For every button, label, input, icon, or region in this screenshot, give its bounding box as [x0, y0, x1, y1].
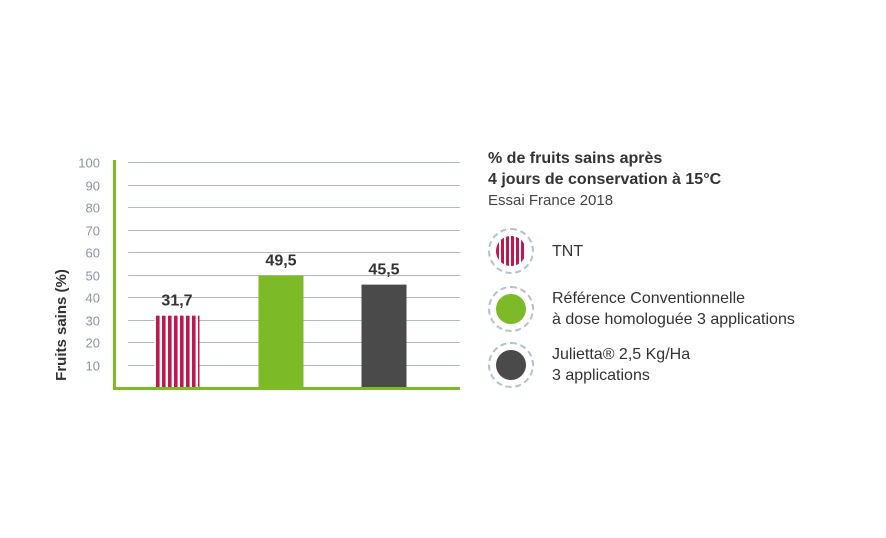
- chart-subtitle: Essai France 2018: [488, 192, 614, 209]
- striped-swatch-icon: [496, 236, 526, 266]
- bar-value-label: 45,5: [368, 262, 399, 279]
- bar: [361, 284, 407, 387]
- legend-label-line-1: Julietta® 2,5 Kg/Ha: [552, 346, 691, 363]
- legend-swatch-ring: [488, 342, 534, 388]
- legend-label-line-1: Référence Conventionnelle: [552, 290, 746, 307]
- legend-swatch-ring: [488, 286, 534, 332]
- y-tick-label: 80: [86, 201, 100, 216]
- chart-title-line-1: % de fruits sains après: [488, 150, 663, 167]
- legend-swatch-ring: [488, 228, 534, 274]
- y-axis-label: Fruits sains (%): [53, 269, 70, 381]
- y-tick-label: 20: [86, 336, 100, 351]
- chart-title: % de fruits sains après 4 jours de conse…: [488, 148, 878, 190]
- legend-label-line-2: 3 applications: [552, 367, 650, 384]
- y-tick-label: 70: [86, 224, 100, 239]
- gray-swatch-icon: [496, 350, 526, 380]
- y-tick-label: 40: [86, 291, 100, 306]
- axes: [113, 160, 460, 390]
- legend-item-julietta: Julietta® 2,5 Kg/Ha 3 applications: [488, 342, 690, 388]
- y-tick-label: 10: [86, 359, 100, 374]
- legend-label: TNT: [552, 242, 584, 260]
- legend: % de fruits sains après 4 jours de conse…: [488, 148, 878, 388]
- y-tick-label: 90: [86, 179, 100, 194]
- legend-item-reference: Référence Conventionnelle à dose homolog…: [488, 286, 795, 332]
- y-tick-label: 50: [86, 269, 100, 284]
- y-tick-label: 60: [86, 246, 100, 261]
- bar: [154, 315, 200, 387]
- y-tick-labels: 10 20 30 40 50 60 70 80 90 100: [78, 156, 100, 374]
- y-tick-label: 100: [78, 156, 100, 171]
- legend-item-tnt: TNT: [488, 228, 583, 274]
- legend-label-line-2: à dose homologuée 3 applications: [552, 311, 795, 328]
- y-tick-label: 30: [86, 314, 100, 329]
- bar-value-label: 49,5: [265, 253, 296, 270]
- bar-value-label: 31,7: [161, 293, 192, 310]
- chart-title-line-2: 4 jours de conservation à 15°C: [488, 171, 722, 188]
- bar: [258, 275, 304, 387]
- bars: [154, 275, 407, 387]
- green-swatch-icon: [496, 294, 526, 324]
- value-labels: 31,7 49,5 45,5: [161, 253, 399, 310]
